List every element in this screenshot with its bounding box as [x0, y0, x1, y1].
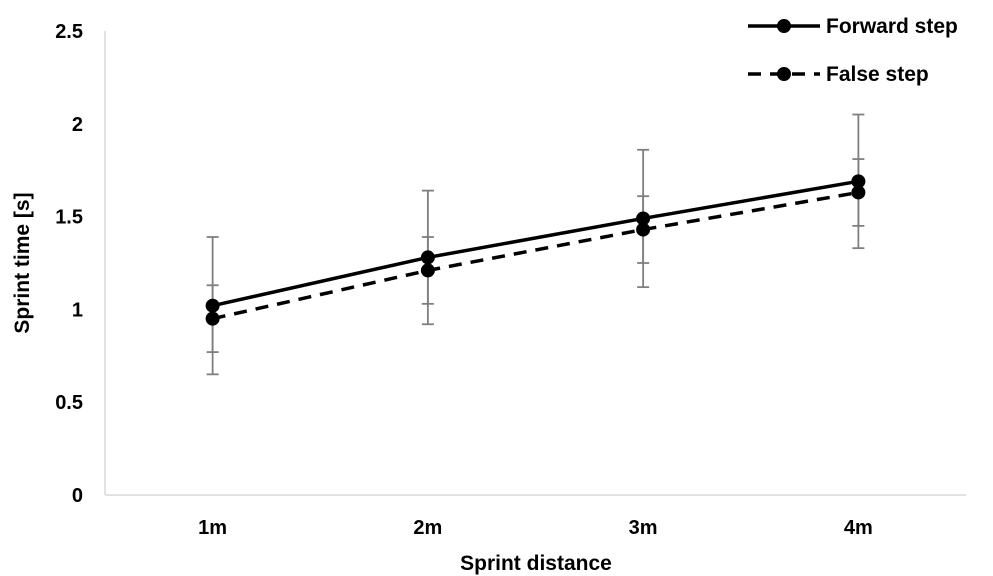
y-axis-title: Sprint time [s]	[11, 192, 34, 333]
data-point	[205, 311, 220, 326]
x-tick-label: 2m	[413, 517, 442, 539]
x-tick-label: 3m	[629, 517, 658, 539]
data-point	[420, 263, 435, 278]
legend-marker	[777, 67, 791, 81]
data-point	[636, 222, 651, 237]
data-point	[851, 174, 866, 189]
data-point	[205, 298, 220, 313]
x-axis-title: Sprint distance	[460, 552, 612, 575]
y-tick-label: 0	[72, 485, 83, 507]
legend: Forward step False step	[748, 15, 958, 86]
y-tick-label: 1.5	[55, 207, 83, 229]
error-bars	[206, 113, 865, 376]
x-tick-labels: 1m 2m 3m 4m	[198, 517, 873, 539]
legend-label: Forward step	[826, 15, 958, 38]
y-tick-label: 2	[72, 114, 83, 136]
legend-item: False step	[748, 63, 929, 86]
axes	[104, 31, 966, 496]
x-tick-label: 4m	[844, 517, 873, 539]
y-tick-label: 1	[72, 299, 83, 321]
series-lines	[212, 179, 859, 321]
data-point	[851, 185, 866, 200]
series-markers	[205, 174, 866, 326]
y-tick-labels: 0 0.5 1 1.5 2 2.5	[55, 21, 83, 507]
legend-label: False step	[826, 63, 929, 86]
legend-marker	[777, 19, 791, 33]
y-tick-label: 0.5	[55, 392, 83, 414]
y-tick-label: 2.5	[55, 21, 83, 43]
data-point	[420, 250, 435, 265]
x-tick-label: 1m	[198, 517, 227, 539]
data-point	[636, 211, 651, 226]
legend-item: Forward step	[748, 15, 958, 38]
series-line	[212, 179, 859, 308]
series-line	[212, 190, 859, 321]
